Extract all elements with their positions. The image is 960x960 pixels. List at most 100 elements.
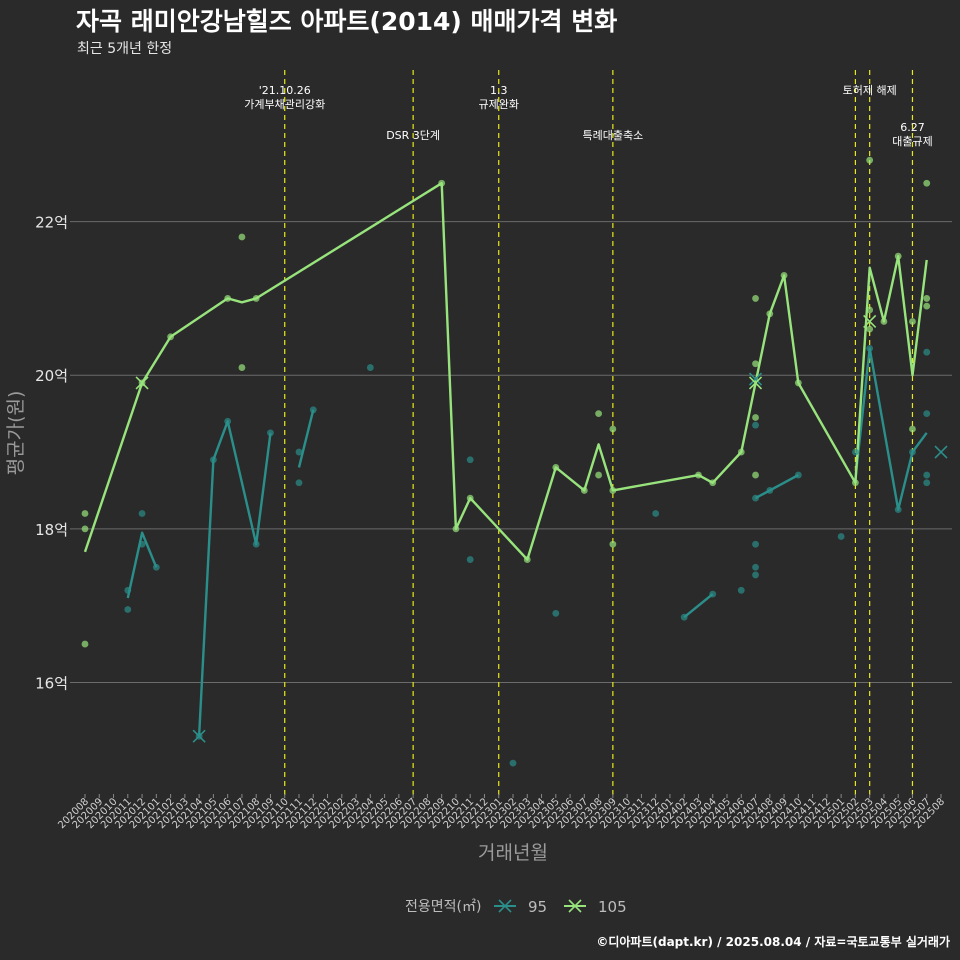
- data-point-95: [923, 479, 931, 487]
- data-point-105: [609, 487, 617, 494]
- y-tick-label: 18억: [35, 521, 68, 539]
- axes: 16억18억20억22억2020082020092020102020112020…: [5, 214, 947, 864]
- data-point-105: [252, 295, 260, 302]
- data-point-95: [210, 456, 217, 464]
- data-point-105: [523, 556, 531, 563]
- data-point-105: [923, 302, 931, 310]
- data-point-95: [366, 364, 374, 371]
- legend-label-95: 95: [528, 898, 547, 916]
- data-point-95: [752, 571, 759, 579]
- data-point-95: [752, 540, 759, 548]
- data-point-105: [466, 494, 474, 502]
- mean-marker-105: [135, 376, 149, 390]
- data-point-95: [124, 586, 132, 594]
- grid-lines: [70, 221, 952, 683]
- y-tick-label: 20억: [35, 367, 68, 385]
- legend: 전용면적(㎡) 95 105: [405, 898, 627, 916]
- series-line-95: [683, 593, 714, 619]
- data-point-105: [780, 271, 788, 279]
- data-point-95: [509, 759, 517, 767]
- transaction-points: [81, 156, 931, 767]
- data-point-95: [837, 533, 845, 540]
- chart-title: 자곡 래미안강남힐즈 아파트(2014) 매매가격 변화: [76, 7, 618, 36]
- data-point-105: [81, 510, 89, 517]
- data-point-95: [709, 590, 717, 598]
- event-label: '21.10.26 가계부채관리강화: [244, 84, 325, 111]
- data-point-95: [894, 506, 902, 514]
- mean-marker-105: [748, 376, 763, 390]
- data-point-105: [552, 464, 560, 471]
- mean-markers: [135, 314, 948, 743]
- event-label: DSR 3단계: [386, 129, 440, 142]
- data-point-105: [609, 425, 617, 433]
- data-point-105: [923, 295, 931, 302]
- series-line-95: [297, 409, 315, 468]
- data-point-105: [794, 379, 802, 387]
- data-point-105: [452, 525, 460, 533]
- legend-marker-95: [498, 899, 512, 913]
- data-point-105: [752, 414, 759, 421]
- data-point-95: [866, 344, 874, 352]
- data-point-95: [794, 471, 802, 479]
- event-label: 토허제 해제: [843, 83, 897, 97]
- data-point-95: [309, 406, 317, 414]
- data-point-95: [752, 421, 759, 429]
- data-point-95: [466, 556, 474, 563]
- data-point-105: [909, 318, 916, 325]
- data-point-95: [680, 613, 688, 621]
- series-line-95: [754, 474, 799, 500]
- data-point-95: [752, 563, 759, 571]
- data-point-95: [923, 348, 931, 356]
- series-line-95: [126, 531, 158, 599]
- data-point-105: [752, 360, 759, 368]
- data-point-105: [866, 325, 874, 333]
- data-point-105: [752, 295, 759, 302]
- data-point-95: [252, 540, 260, 548]
- data-point-105: [595, 471, 602, 479]
- data-point-105: [595, 410, 602, 418]
- data-point-105: [167, 333, 175, 341]
- data-point-95: [766, 487, 774, 494]
- event-label: 1.3 규제완화: [478, 84, 518, 111]
- data-point-105: [894, 252, 902, 260]
- data-point-95: [552, 609, 560, 617]
- data-point-95: [852, 448, 859, 456]
- data-point-95: [923, 410, 931, 418]
- data-point-95: [737, 586, 745, 594]
- data-point-95: [224, 417, 232, 425]
- y-axis-title: 평균가(원): [5, 391, 27, 476]
- data-point-95: [923, 471, 931, 479]
- data-point-105: [923, 179, 931, 187]
- data-point-105: [866, 156, 874, 164]
- data-point-105: [238, 364, 246, 371]
- data-point-105: [695, 471, 702, 479]
- legend-label-105: 105: [598, 898, 627, 916]
- data-point-95: [124, 606, 132, 613]
- mean-marker-105: [863, 314, 877, 329]
- series-line-95: [197, 420, 272, 737]
- mean-marker-95: [748, 372, 763, 386]
- data-point-95: [152, 563, 160, 571]
- source-caption: ©디아파트(dapt.kr) / 2025.08.04 / 자료=국토교통부 실…: [596, 935, 950, 949]
- data-point-105: [866, 306, 874, 314]
- data-point-105: [580, 487, 588, 494]
- series-line-105: [83, 182, 928, 561]
- data-point-105: [737, 448, 745, 456]
- data-point-95: [295, 448, 303, 456]
- mean-marker-95: [192, 729, 206, 743]
- data-point-105: [224, 295, 232, 302]
- y-tick-label: 22억: [35, 214, 68, 232]
- data-point-95: [466, 456, 474, 464]
- data-point-95: [909, 448, 916, 456]
- data-point-95: [138, 540, 146, 548]
- data-point-95: [652, 510, 660, 517]
- x-axis-title: 거래년월: [478, 842, 548, 864]
- data-point-95: [138, 510, 146, 517]
- data-point-105: [709, 479, 717, 487]
- data-point-105: [852, 479, 859, 487]
- chart-subtitle: 최근 5개년 한정: [77, 41, 173, 57]
- data-point-105: [81, 640, 89, 648]
- data-point-105: [752, 471, 759, 479]
- data-point-105: [238, 233, 246, 241]
